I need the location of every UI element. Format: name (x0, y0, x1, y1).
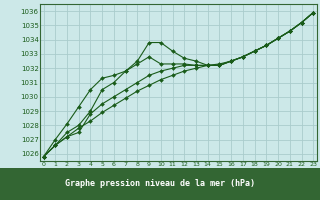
Text: Graphe pression niveau de la mer (hPa): Graphe pression niveau de la mer (hPa) (65, 180, 255, 188)
